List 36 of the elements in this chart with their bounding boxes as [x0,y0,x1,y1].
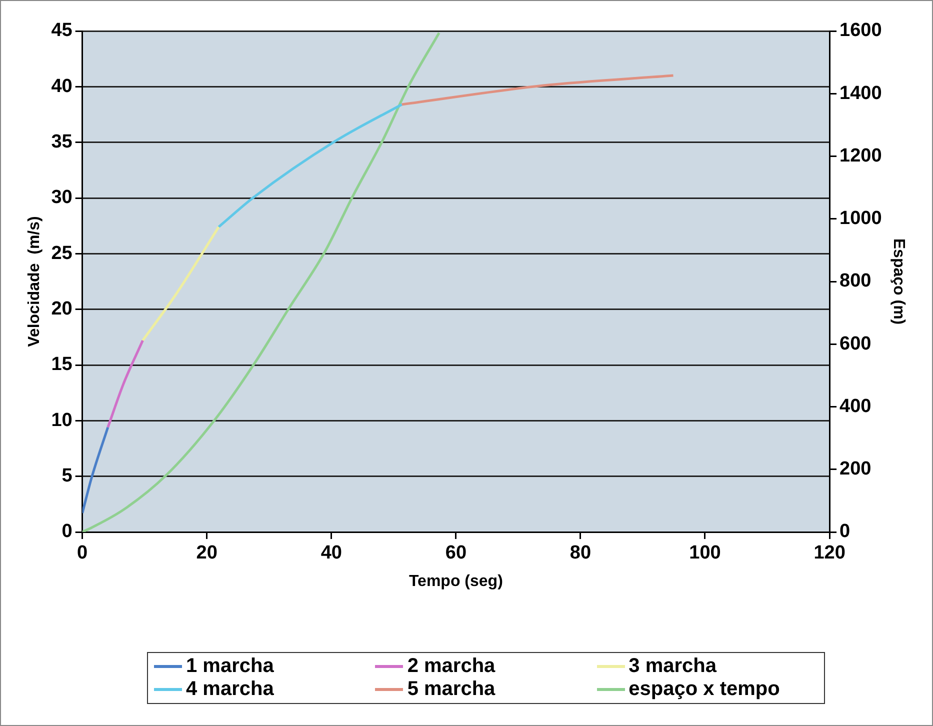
y-tick-label: 10 [51,410,72,431]
y-tick-label: 30 [51,187,72,208]
y2-tick-label: 1600 [840,20,882,42]
y-tick-label: 0 [62,521,72,542]
legend-label: 5 marcha [407,678,496,701]
y-axis-title: Velocidade (m/s) [26,216,44,347]
x-tick-label: 20 [196,542,218,564]
y2-axis-title: Espaço (m) [890,238,907,325]
y-tick-label: 15 [51,354,73,376]
y-tick-label: 25 [51,242,73,264]
y-tick-label: 20 [51,298,72,320]
y-tick-label: 45 [51,20,73,42]
legend-label: 1 marcha [186,655,274,678]
x-tick-label: 60 [445,542,467,564]
y2-tick-label: 1000 [840,208,882,230]
y2-tick-label: 600 [840,333,872,354]
y2-tick-label: 1400 [840,82,882,104]
legend-label: 3 marcha [628,655,716,678]
x-tick-label: 120 [814,542,846,564]
x-tick-label: 80 [570,542,592,564]
y2-tick-label: 0 [840,521,850,542]
x-tick-label: 0 [77,542,88,564]
x-tick-label: 100 [689,542,721,564]
x-axis-title: Tempo (seg) [408,572,503,590]
legend-label: 2 marcha [407,655,496,678]
y-tick-label: 5 [62,466,73,487]
legend-label: espaço x tempo [628,678,780,701]
legend-label: 4 marcha [186,678,274,701]
y2-tick-label: 1200 [840,145,882,166]
y-tick-label: 35 [51,132,73,153]
y-tick-label: 40 [51,76,72,97]
y2-tick-label: 800 [840,270,872,292]
line-series [217,103,404,228]
y2-tick-label: 400 [840,396,872,417]
x-tick-label: 40 [320,542,342,564]
y2-tick-label: 200 [840,458,872,480]
